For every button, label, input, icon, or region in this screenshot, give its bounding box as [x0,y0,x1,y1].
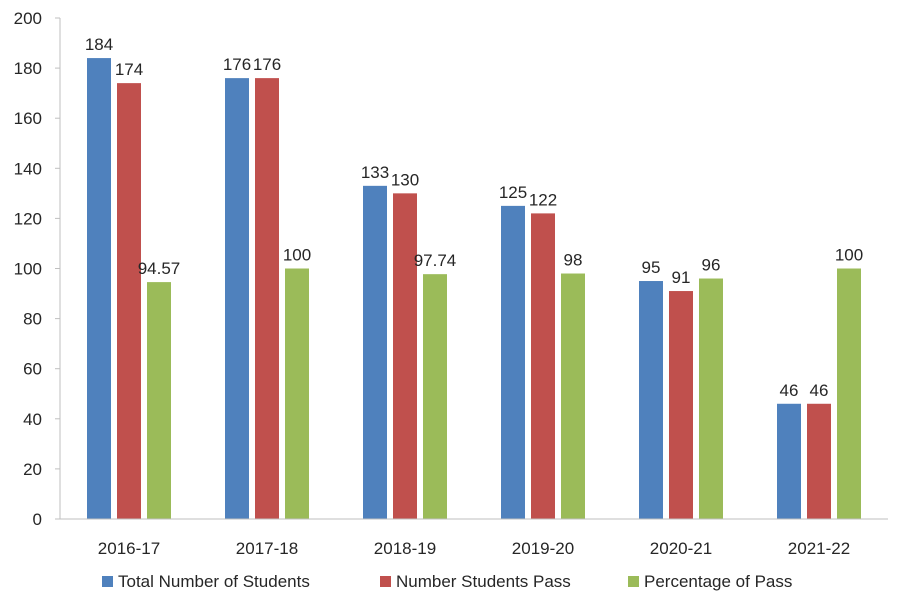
bar-number-students-pass-2019-20 [531,213,555,519]
bars [87,58,861,520]
bar-percentage-of-pass-2021-22 [837,268,861,519]
y-tick-label: 20 [23,460,42,479]
data-label: 98 [564,251,583,270]
bar-total-number-of-students-2017-18 [225,78,249,520]
legend-swatch [628,576,639,587]
y-tick-label: 0 [33,510,42,529]
legend: Total Number of Students Number Students … [102,572,792,591]
x-tick-label: 2021-22 [788,539,850,558]
y-tick-label: 180 [14,59,42,78]
data-label: 133 [361,163,389,182]
x-tick-label: 2018-19 [374,539,436,558]
legend-swatch [102,576,113,587]
bar-total-number-of-students-2020-21 [639,281,663,519]
x-tick-label: 2020-21 [650,539,712,558]
data-label: 100 [283,246,311,265]
y-tick-label: 160 [14,109,42,128]
legend-swatch [380,576,391,587]
data-label: 174 [115,60,143,79]
data-label: 95 [642,258,661,277]
data-label: 125 [499,183,527,202]
bar-percentage-of-pass-2017-18 [285,268,309,519]
x-tick-label: 2017-18 [236,539,298,558]
y-tick-label: 80 [23,310,42,329]
bar-total-number-of-students-2018-19 [363,185,387,519]
bar-percentage-of-pass-2018-19 [423,274,447,519]
y-tick-label: 40 [23,410,42,429]
bar-number-students-pass-2016-17 [117,83,141,519]
data-label: 100 [835,246,863,265]
x-tick-label: 2016-17 [98,539,160,558]
bar-number-students-pass-2021-22 [807,403,831,519]
legend-label: Number Students Pass [396,572,571,591]
legend-label: Percentage of Pass [644,572,792,591]
data-label: 91 [672,268,691,287]
data-label: 176 [223,55,251,74]
data-label: 94.57 [138,259,181,278]
data-label: 96 [702,256,721,275]
y-tick-label: 60 [23,360,42,379]
y-tick-label: 200 [14,9,42,28]
legend-label: Total Number of Students [118,572,310,591]
bar-percentage-of-pass-2020-21 [699,278,723,519]
bar-percentage-of-pass-2019-20 [561,273,585,519]
data-label: 130 [391,170,419,189]
data-label: 97.74 [414,251,457,270]
bar-total-number-of-students-2019-20 [501,205,525,519]
data-label: 176 [253,55,281,74]
bar-total-number-of-students-2016-17 [87,58,111,520]
bar-percentage-of-pass-2016-17 [147,282,171,519]
data-label: 184 [85,35,113,54]
x-tick-label: 2019-20 [512,539,574,558]
y-tick-label: 100 [14,260,42,279]
data-label: 46 [810,381,829,400]
y-tick-label: 120 [14,209,42,228]
bar-total-number-of-students-2021-22 [777,403,801,519]
x-axis: 2016-17 2017-18 2018-19 2019-20 2020-21 2021-… [60,518,888,558]
bar-number-students-pass-2017-18 [255,78,279,520]
bar-number-students-pass-2018-19 [393,193,417,519]
bar-number-students-pass-2020-21 [669,291,693,519]
y-tick-label: 140 [14,159,42,178]
y-axis: 0 20 40 60 80 100 120 140 160 180 200 [14,9,61,529]
data-label: 46 [780,381,799,400]
data-label: 122 [529,190,557,209]
